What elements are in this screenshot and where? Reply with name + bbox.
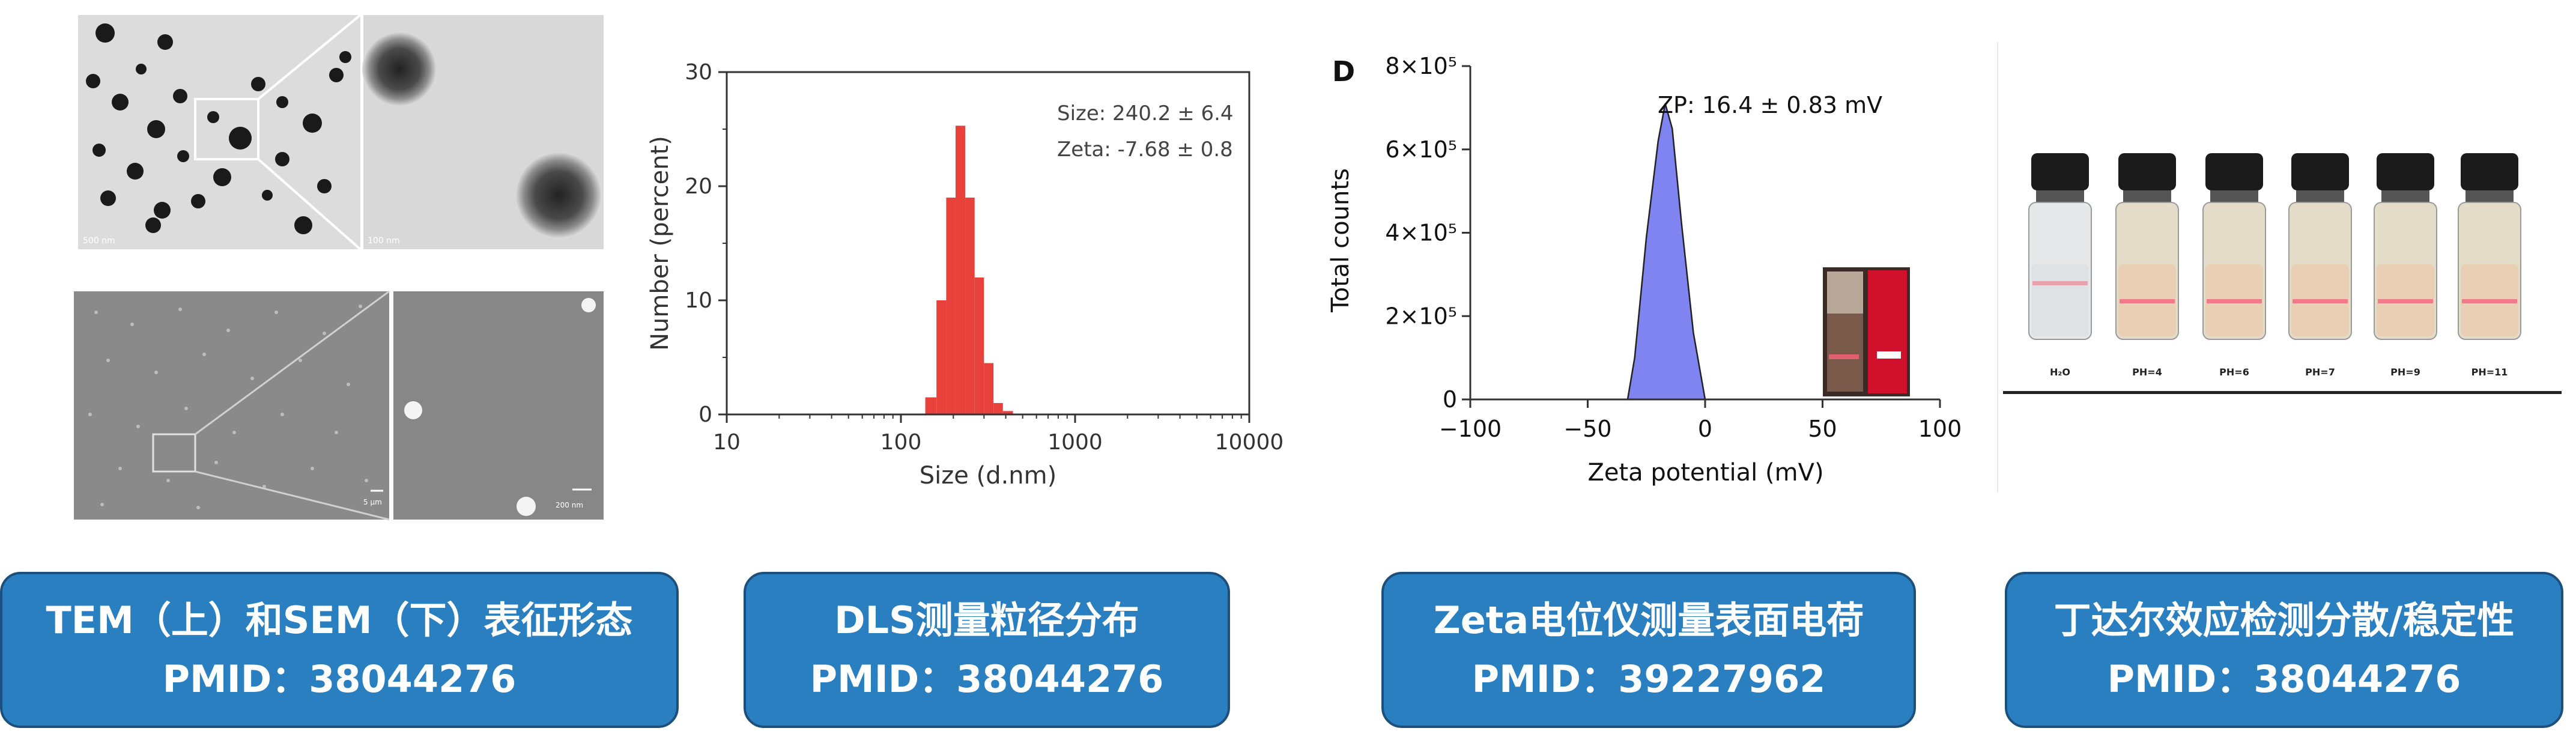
dls-x-tick-label: 10000 (1215, 430, 1284, 455)
dls-x-tick-label: 10 (713, 430, 741, 455)
zeta-distribution-area (1626, 103, 1706, 401)
tyndall-vial: PH=7 (2288, 153, 2352, 378)
dls-bar (946, 198, 956, 414)
zeta-y-tick-label: 6×10⁵ (1385, 136, 1457, 163)
zeta-y-tick-label: 8×10⁵ (1385, 53, 1457, 79)
dls-bar (956, 126, 966, 415)
caption-tem-sem: TEM（上）和SEM（下）表征形态 PMID：38044276 (0, 572, 679, 728)
dls-y-tick-label: 10 (685, 288, 712, 313)
dls-bar (1002, 411, 1013, 414)
tyndall-vial-label: PH=4 (2132, 366, 2162, 378)
tyndall-photo: H₂O PH=4 PH=6 PH=7 PH=9 PH=11 (2003, 120, 2568, 396)
tem-sem-svg: 500 nm 100 nm 5 μm 200 nm (74, 14, 604, 521)
zeta-y-tick-label: 2×10⁵ (1385, 303, 1457, 329)
dls-bar (965, 198, 975, 414)
caption-tyndall: 丁达尔效应检测分散/稳定性 PMID：38044276 (2005, 572, 2563, 728)
zeta-x-tick-label: −50 (1563, 416, 1611, 442)
zeta-x-tick-label: 50 (1808, 416, 1837, 442)
tyndall-vial: PH=6 (2202, 153, 2266, 378)
panel-divider (1997, 42, 1998, 493)
tem-zoom-box (194, 98, 259, 160)
dls-annotation-size: Size: 240.2 ± 6.4 (1057, 102, 1234, 126)
zeta-y-tick-label: 4×10⁵ (1385, 220, 1457, 246)
zeta-inset-photo (1823, 267, 1910, 396)
sem-particles (88, 305, 368, 509)
sem-particle-3 (517, 497, 536, 516)
caption-title: 丁达尔效应检测分散/稳定性 (2053, 598, 2515, 642)
dls-chart: 10 100 1000 10000 0 10 20 30 Size: 240.2 ± 6.4 … (637, 48, 1309, 517)
caption-title: Zeta电位仪测量表面电荷 (1433, 598, 1864, 642)
zeta-x-tick-label: 100 (1918, 416, 1962, 442)
zeta-chart: D −100 −50 0 50 100 0 2×10⁵ 4×10⁵ 6×10⁵ 8×10⁵ ZP:… (1315, 42, 1982, 517)
zeta-annotation: ZP: 16.4 ± 0.83 mV (1658, 92, 1882, 118)
tem-particle-zoom-1 (362, 32, 437, 106)
zeta-x-tick-label: −100 (1439, 416, 1502, 442)
caption-pmid: PMID：38044276 (162, 657, 517, 701)
sem-zoom-box (152, 433, 196, 473)
dls-bar (925, 397, 937, 414)
sem-image-right (393, 291, 604, 520)
tyndall-vial: H₂O (2028, 153, 2092, 378)
tyndall-vial-label: PH=11 (2471, 366, 2508, 378)
caption-pmid: PMID：39227962 (1471, 657, 1826, 701)
tyndall-vial: PH=9 (2374, 153, 2437, 378)
tyndall-vial-label: PH=9 (2390, 366, 2420, 378)
sem-scale-label-right: 200 nm (556, 501, 583, 509)
tem-scale-label-right: 100 nm (368, 236, 400, 246)
tyndall-vial: PH=4 (2115, 153, 2179, 378)
dls-x-axis-label: Size (d.nm) (920, 462, 1056, 490)
tem-scale-label-left: 500 nm (83, 236, 115, 246)
zeta-y-axis-label: Total counts (1327, 168, 1354, 313)
dls-bar (984, 363, 994, 414)
caption-title: DLS测量粒径分布 (834, 598, 1139, 642)
zeta-x-tick-label: 0 (1698, 416, 1712, 442)
dls-bar (993, 403, 1003, 414)
dls-y-tick-label: 0 (699, 402, 712, 427)
tyndall-baseline (2003, 391, 2562, 394)
tyndall-vial: PH=11 (2458, 153, 2521, 378)
dls-y-tick-label: 20 (685, 174, 712, 199)
sem-scale-label-left: 5 μm (363, 498, 382, 506)
caption-zeta: Zeta电位仪测量表面电荷 PMID：39227962 (1381, 572, 1916, 728)
tem-particle-zoom-2 (515, 152, 602, 238)
zeta-chart-svg: D −100 −50 0 50 100 0 2×10⁵ 4×10⁵ 6×10⁵ 8×10⁵ ZP:… (1327, 53, 1962, 487)
zeta-y-tick-label: 0 (1443, 386, 1457, 413)
caption-pmid: PMID：38044276 (810, 657, 1164, 701)
tyndall-svg: H₂O PH=4 PH=6 PH=7 PH=9 PH=11 (2028, 153, 2521, 378)
caption-pmid: PMID：38044276 (2107, 657, 2461, 701)
sem-particle-1 (581, 298, 596, 312)
caption-dls: DLS测量粒径分布 PMID：38044276 (744, 572, 1230, 728)
sem-particle-2 (404, 401, 422, 419)
dls-x-tick-label: 1000 (1047, 430, 1103, 455)
tyndall-vial-label: PH=7 (2305, 366, 2335, 378)
tyndall-vial-label: H₂O (2050, 366, 2070, 378)
tem-sem-micrographs: 500 nm 100 nm 5 μm 200 nm (0, 0, 619, 529)
dls-y-axis-label: Number (percent) (646, 136, 674, 351)
tem-particles (86, 23, 351, 234)
dls-x-tick-label: 100 (880, 430, 922, 455)
dls-y-tick-label: 30 (685, 60, 712, 85)
zeta-panel-letter: D (1332, 55, 1355, 88)
zeta-x-axis-label: Zeta potential (mV) (1587, 459, 1823, 487)
tyndall-vial-label: PH=6 (2219, 366, 2249, 378)
dls-annotation-zeta: Zeta: -7.68 ± 0.8 (1057, 138, 1233, 162)
dls-bar (974, 278, 984, 414)
dls-bar (936, 300, 947, 414)
caption-title: TEM（上）和SEM（下）表征形态 (46, 598, 633, 642)
